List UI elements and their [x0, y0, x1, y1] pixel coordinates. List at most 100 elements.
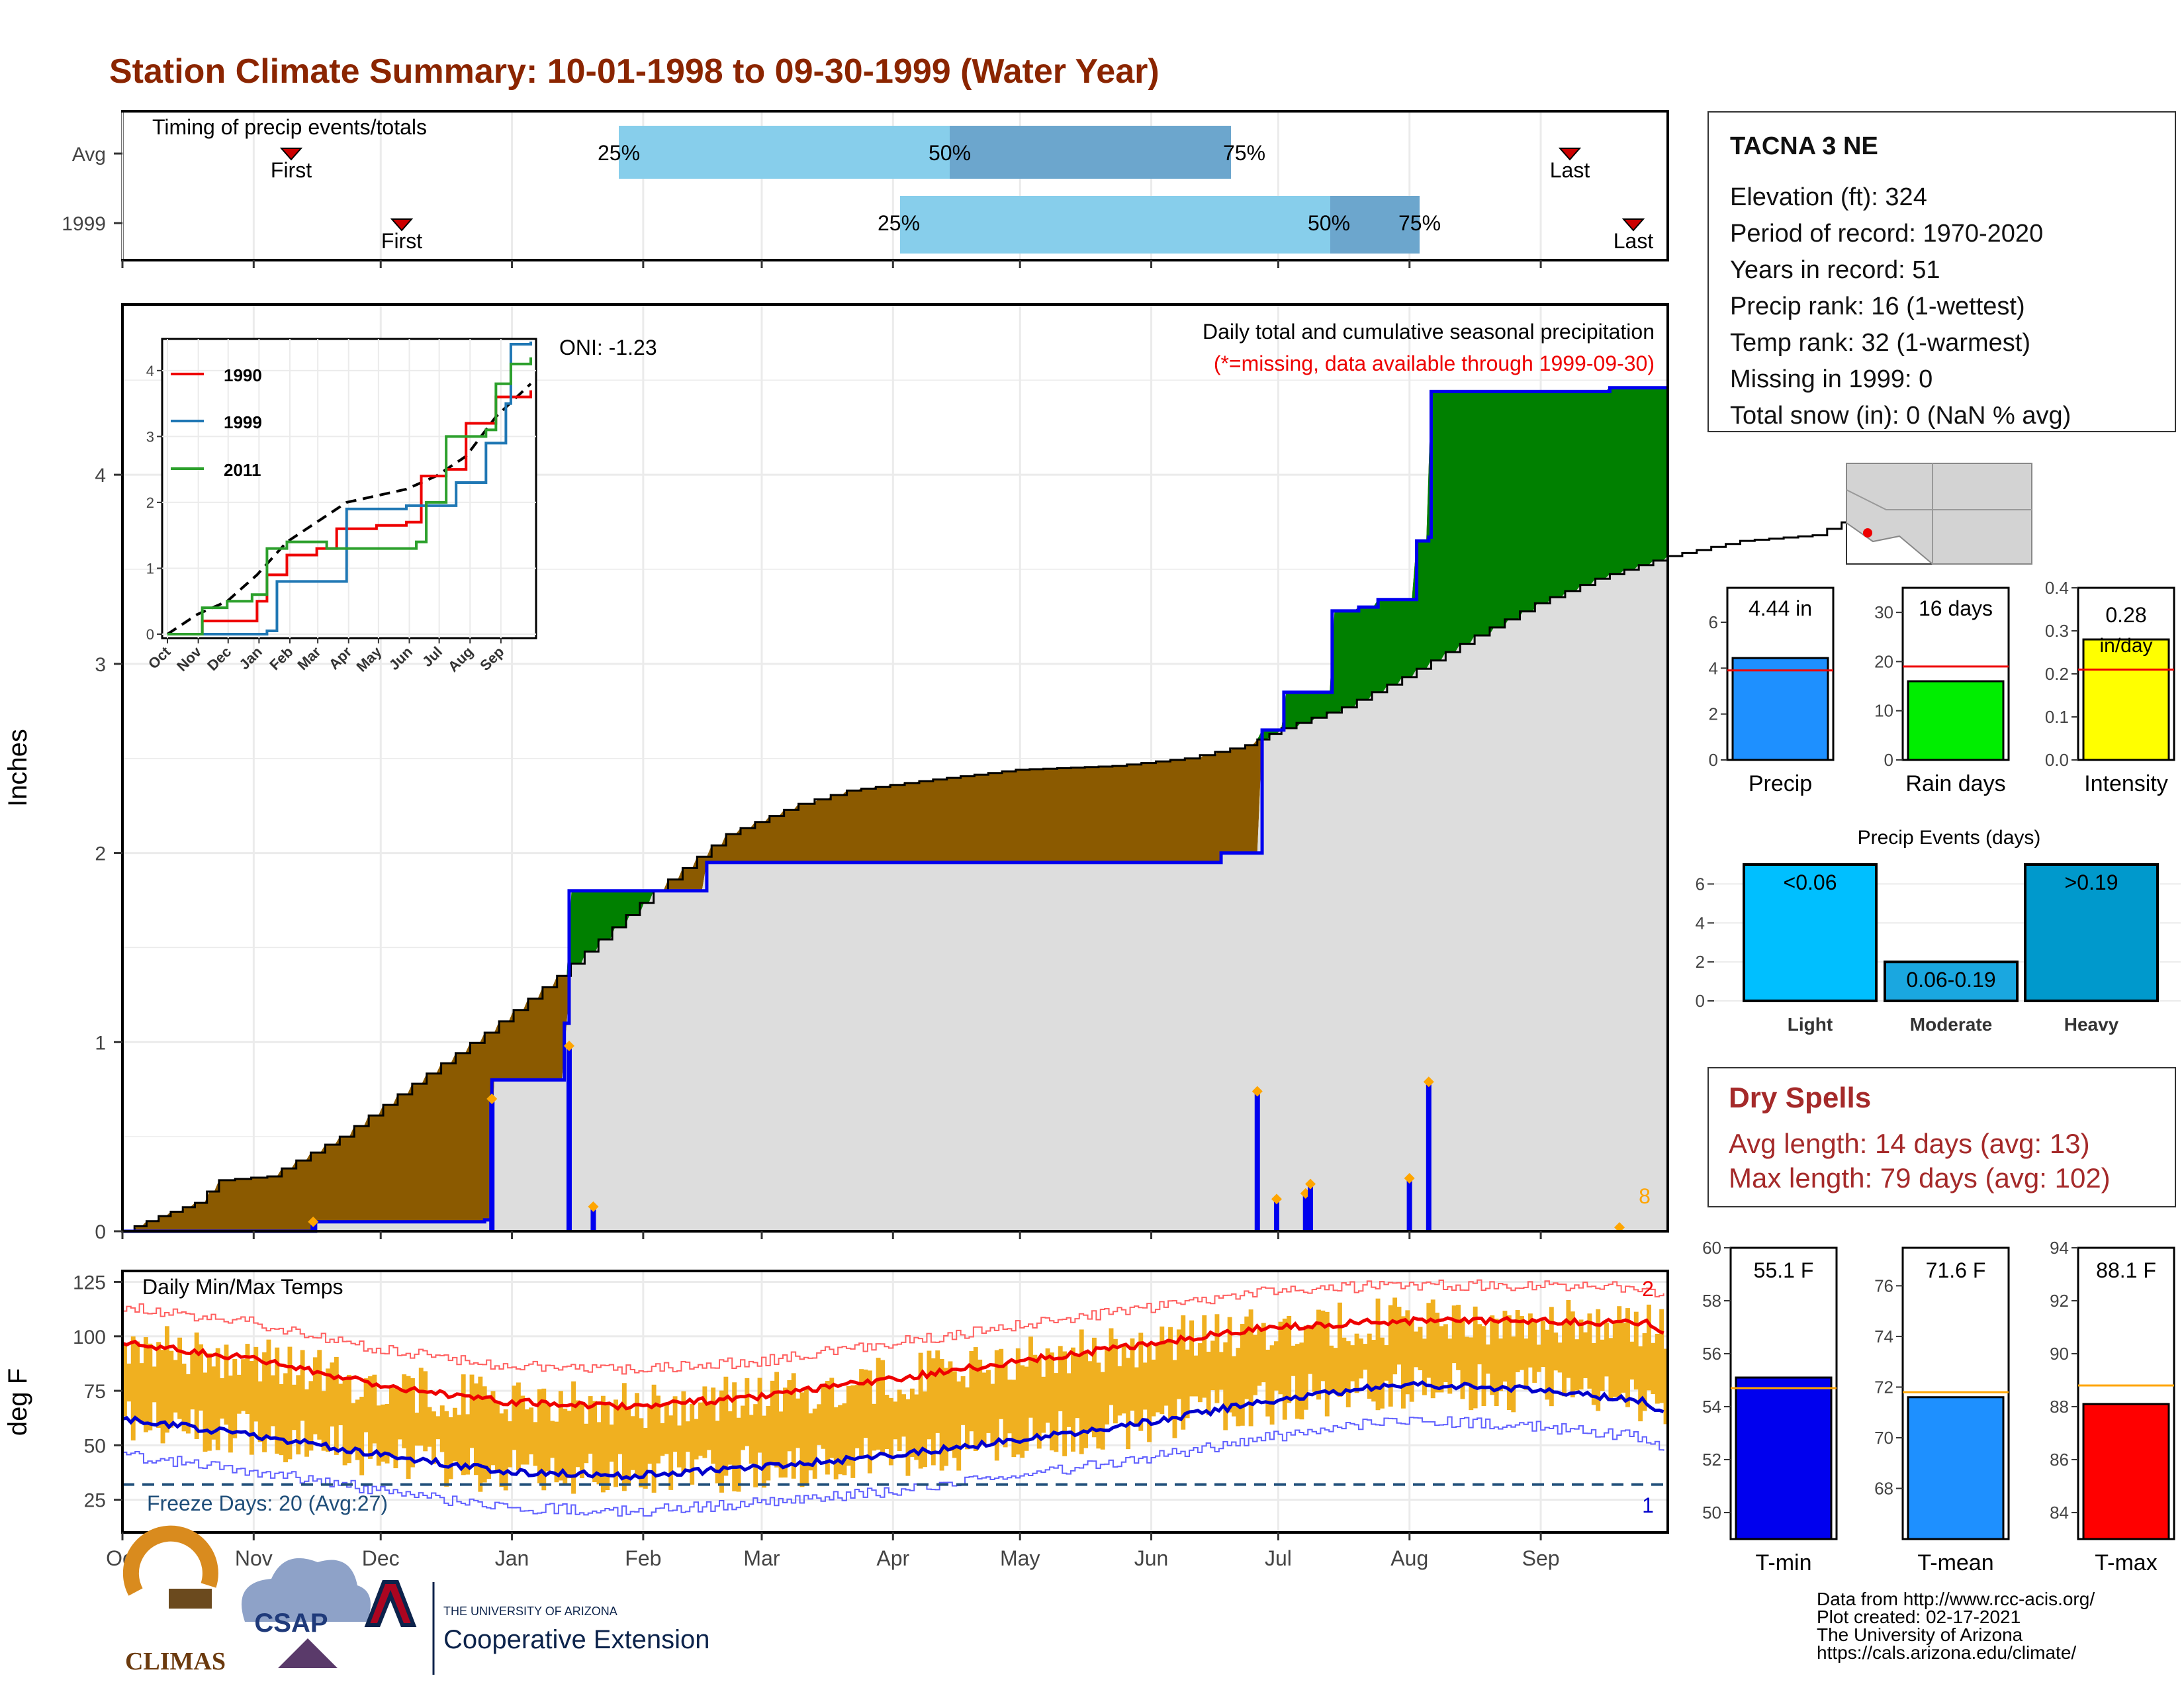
temp-day-bar [821, 1384, 826, 1449]
temp-day-bar [1058, 1346, 1063, 1411]
temp-day-bar [672, 1396, 678, 1452]
events-title: Precip Events (days) [1858, 827, 2041, 849]
temp-day-bar [617, 1407, 623, 1454]
temp-day-bar [164, 1326, 169, 1433]
temp-day-bar [1338, 1302, 1342, 1397]
mini-label: Intensity [2084, 771, 2168, 796]
station-line-7: Total snow (in): 0 (NaN % avg) [1730, 402, 2071, 430]
temp-day-bar [1113, 1338, 1118, 1424]
mini-bar [1731, 657, 1829, 761]
dry-title: Dry Spells [1729, 1082, 1872, 1114]
temp-day-bar [842, 1403, 847, 1476]
mini-label: T-mean [1917, 1550, 1993, 1575]
temp-day-bar [448, 1417, 453, 1479]
inset-series-1990 [167, 390, 532, 635]
temp-day-bar [575, 1400, 580, 1468]
temp-day-bar [656, 1395, 660, 1464]
mini-value: 55.1 F [1754, 1258, 1814, 1282]
temp-day-bar [414, 1413, 420, 1446]
temp-day-bar [1629, 1341, 1635, 1380]
temp-day-bar [736, 1417, 741, 1492]
temp-day-bar [838, 1405, 843, 1475]
temp-day-bar [833, 1407, 839, 1479]
mini-ytick-label: 88 [2050, 1397, 2069, 1417]
temp-day-bar [1142, 1362, 1148, 1410]
temp-day-bar [651, 1384, 657, 1493]
temp-day-bar [1011, 1380, 1017, 1458]
record-min-line [122, 1416, 1664, 1517]
temp-day-bar [770, 1380, 775, 1464]
month-label: Jul [1265, 1546, 1292, 1570]
temp-day-bar [1045, 1348, 1050, 1423]
temp-day-bar [173, 1360, 178, 1413]
legend-1999: 1999 [224, 412, 262, 432]
temp-day-bar [1130, 1338, 1135, 1411]
temp-day-bar [122, 1343, 127, 1417]
temp-day-bar [1244, 1316, 1250, 1399]
temp-day-bar [1160, 1326, 1165, 1415]
temp-day-bar [516, 1382, 521, 1471]
temp-day-bar [245, 1344, 250, 1415]
temp-day-bar [1511, 1336, 1516, 1413]
temps-label: Daily Min/Max Temps [142, 1275, 343, 1299]
temp-day-bar [342, 1379, 347, 1466]
temp-day-bar [588, 1396, 593, 1454]
temp-day-bar [1583, 1332, 1588, 1378]
temp-day-bar [512, 1385, 517, 1450]
temp-day-bar [901, 1394, 906, 1437]
mini-ytick-label: 10 [1874, 701, 1893, 721]
mini-ytick-label: 6 [1709, 612, 1718, 632]
event-category: Heavy [2064, 1014, 2119, 1035]
temp-day-bar [203, 1372, 208, 1452]
temp-day-bar [143, 1337, 148, 1432]
temp-day-bar [1541, 1321, 1545, 1368]
avg-last-label: Last [1550, 158, 1590, 182]
mini-ytick-label: 30 [1874, 602, 1893, 622]
temp-day-bar [452, 1407, 457, 1462]
ua-small-text: THE UNIVERSITY OF ARIZONA [443, 1605, 617, 1618]
temp-day-bar [927, 1350, 932, 1440]
temp-day-bar [220, 1378, 225, 1419]
temp-day-bar [397, 1389, 402, 1440]
temp-day-bar [1282, 1319, 1287, 1420]
temp-day-bar [321, 1391, 326, 1451]
month-label: Dec [362, 1546, 400, 1570]
temp-day-bar [190, 1353, 195, 1410]
mini-ytick-label: 0 [1709, 750, 1718, 770]
temp-day-bar [694, 1419, 699, 1460]
daily-bar [1273, 1199, 1279, 1231]
temp-day-bar [1473, 1306, 1478, 1409]
avg-first-label: First [271, 158, 312, 182]
event-bar-Moderate [1884, 961, 2019, 1002]
legend-2011: 2011 [224, 460, 261, 480]
daily-bar [1406, 1178, 1412, 1231]
temp-day-bar [554, 1421, 559, 1483]
mini-ytick-label: 56 [1702, 1344, 1721, 1364]
month-label: Nov [235, 1546, 273, 1570]
temp-day-bar [1490, 1315, 1495, 1395]
temp-day-bar [1392, 1297, 1398, 1375]
mini-ytick-label: 0.2 [2045, 664, 2069, 684]
daily-bar [566, 1046, 572, 1231]
daily-marker [588, 1201, 599, 1212]
temp-day-bar [1214, 1314, 1220, 1403]
event-bar-label: 0.06-0.19 [1906, 968, 1995, 992]
page-title: Station Climate Summary: 10-01-1998 to 0… [109, 52, 1160, 91]
temp-day-bar [863, 1369, 868, 1438]
temp-day-bar [1087, 1361, 1093, 1432]
daily-bar [1426, 1082, 1432, 1231]
footer-line-4: https://cals.arizona.edu/climate/ [1817, 1642, 2076, 1663]
temp-day-bar [1248, 1309, 1253, 1427]
temp-day-bar [376, 1405, 381, 1466]
temp-day-bar [169, 1350, 174, 1428]
temp-day-bar [372, 1374, 377, 1444]
deficit-area [122, 387, 1668, 1231]
temp-day-bar [1295, 1344, 1300, 1419]
temp-day-bar [326, 1368, 330, 1452]
temp-day-bar [677, 1425, 682, 1468]
temp-day-bar [1414, 1331, 1419, 1368]
temp-day-bar [156, 1342, 161, 1429]
temp-day-bar [206, 1353, 212, 1451]
temp-ytick-label: 125 [73, 1272, 106, 1293]
temp-day-bar [1651, 1342, 1656, 1395]
